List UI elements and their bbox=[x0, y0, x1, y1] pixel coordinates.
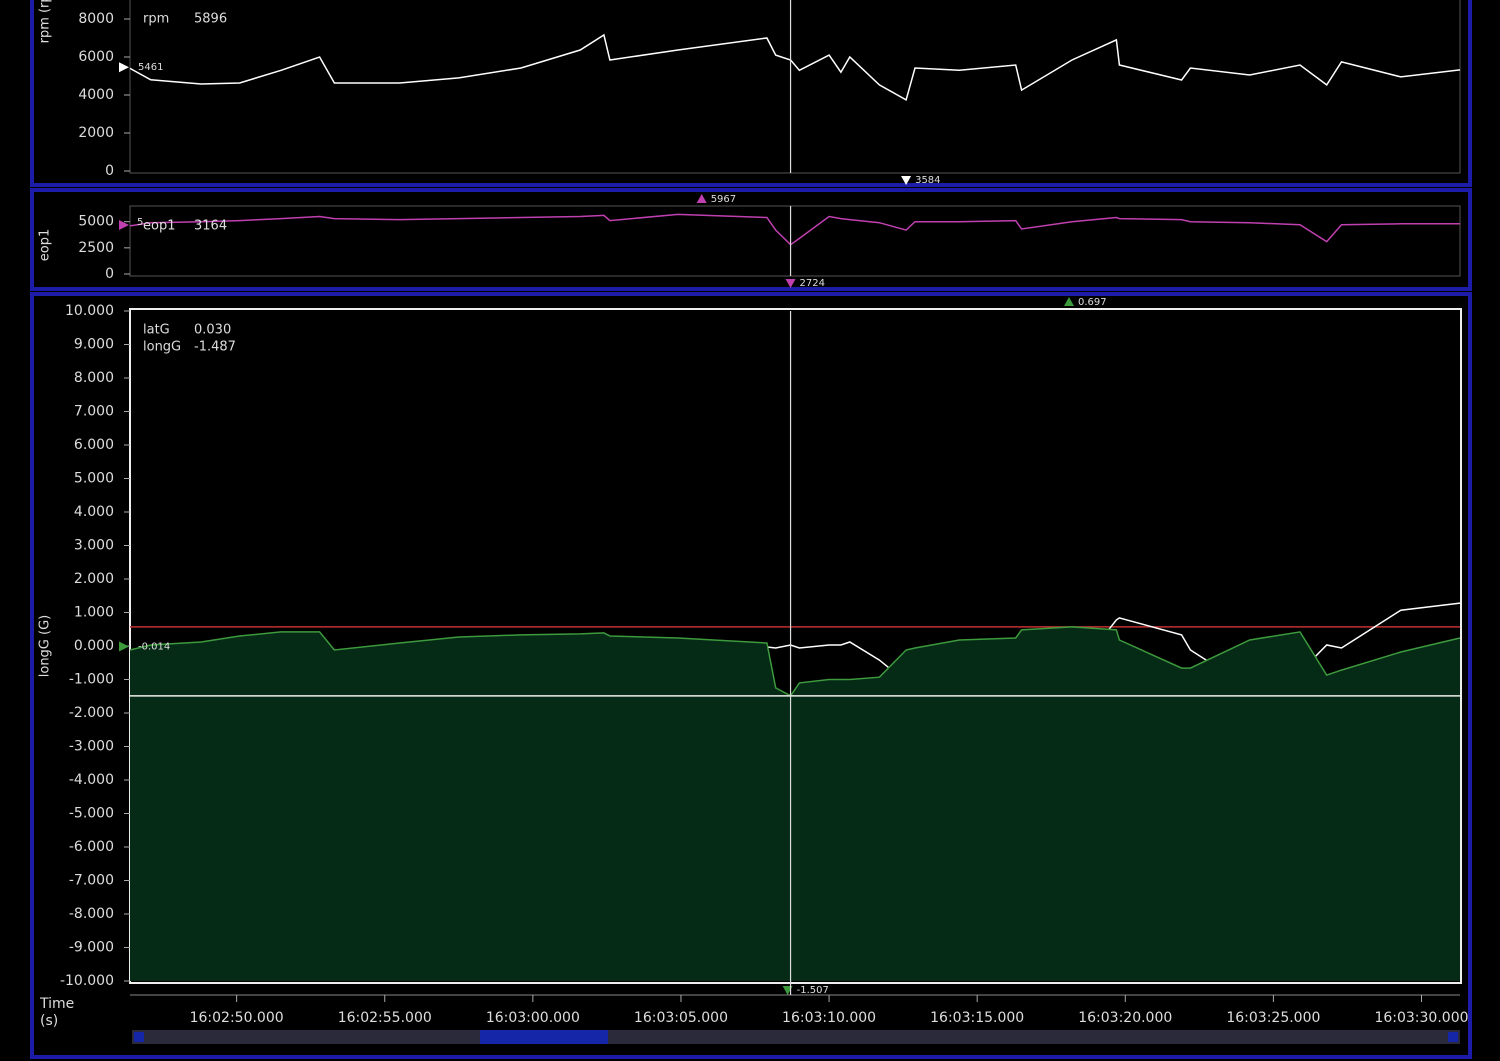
y-tick-label: 0.000 bbox=[74, 638, 114, 654]
scroll-left[interactable] bbox=[134, 1032, 144, 1042]
x-tick-label: 16:03:25.000 bbox=[1226, 1010, 1320, 1026]
left-marker bbox=[119, 62, 129, 73]
readout-value: 5896 bbox=[194, 12, 227, 27]
scrollbar-thumb[interactable] bbox=[480, 1030, 608, 1044]
y-tick-label: -9.000 bbox=[69, 940, 114, 956]
left-marker-label: -0.014 bbox=[138, 641, 170, 652]
y-tick-label: 6000 bbox=[78, 49, 114, 65]
readout-value: -1.487 bbox=[194, 340, 236, 355]
max-marker bbox=[1063, 297, 1074, 306]
y-tick-label: -2.000 bbox=[69, 705, 114, 721]
readout-name: rpm bbox=[143, 12, 169, 27]
readout-value: 3164 bbox=[194, 219, 227, 234]
min-marker-label: 2724 bbox=[800, 278, 825, 289]
max-marker bbox=[696, 194, 707, 203]
y-tick-label: 3.000 bbox=[74, 538, 114, 554]
y-tick-label: 4000 bbox=[78, 87, 114, 103]
y-axis-label: rpm (rpm) bbox=[38, 0, 53, 43]
x-tick-label: 16:03:15.000 bbox=[930, 1010, 1024, 1026]
y-tick-label: 7.000 bbox=[74, 404, 114, 420]
y-tick-label: -8.000 bbox=[69, 906, 114, 922]
y-axis-label: longG (G) bbox=[38, 615, 53, 677]
y-tick-label: -6.000 bbox=[69, 839, 114, 855]
min-marker-label: -1.507 bbox=[797, 985, 829, 996]
y-tick-label: -3.000 bbox=[69, 739, 114, 755]
y-tick-label: 2000 bbox=[78, 125, 114, 141]
y-tick-label: 10.000 bbox=[65, 303, 114, 319]
x-tick-label: 16:02:50.000 bbox=[190, 1010, 284, 1026]
series-area bbox=[130, 626, 1460, 981]
left-marker-label: 5 bbox=[137, 217, 143, 228]
series-line bbox=[129, 626, 1461, 697]
max-marker-label: 5967 bbox=[711, 194, 736, 205]
y-tick-label: 0 bbox=[105, 266, 114, 282]
left-marker bbox=[119, 220, 129, 230]
readout-value: 0.030 bbox=[194, 323, 231, 338]
scrollbar-track[interactable] bbox=[132, 1030, 1460, 1044]
min-marker bbox=[901, 176, 912, 185]
x-tick-label: 16:03:00.000 bbox=[486, 1010, 580, 1026]
x-tick-label: 16:03:30.000 bbox=[1374, 1010, 1468, 1026]
max-marker-label: 0.697 bbox=[1078, 297, 1107, 308]
scroll-right[interactable] bbox=[1448, 1032, 1458, 1042]
y-tick-label: 5.000 bbox=[74, 471, 114, 487]
plot-frame bbox=[129, 0, 1461, 174]
y-tick-label: 8.000 bbox=[74, 370, 114, 386]
y-axis-label: eop1 bbox=[38, 229, 53, 261]
y-tick-label: -5.000 bbox=[69, 806, 114, 822]
x-tick-label: 16:03:20.000 bbox=[1078, 1010, 1172, 1026]
x-tick-label: 16:03:05.000 bbox=[634, 1010, 728, 1026]
readout-name: latG bbox=[143, 323, 170, 338]
x-axis-label: Time (s) bbox=[40, 996, 75, 1029]
y-tick-label: 6.000 bbox=[74, 437, 114, 453]
readout-name: longG bbox=[143, 340, 181, 355]
y-tick-label: 0 bbox=[105, 163, 114, 179]
y-tick-label: -7.000 bbox=[69, 873, 114, 889]
y-tick-label: 1.000 bbox=[74, 605, 114, 621]
y-tick-label: 5000 bbox=[78, 214, 114, 230]
readout-name: eop1 bbox=[143, 219, 175, 234]
y-tick-label: 2.000 bbox=[74, 571, 114, 587]
x-tick-label: 16:03:10.000 bbox=[782, 1010, 876, 1026]
series-line bbox=[129, 33, 1461, 102]
panel-frame bbox=[30, 292, 1472, 1059]
y-tick-label: -4.000 bbox=[69, 772, 114, 788]
y-tick-label: 4.000 bbox=[74, 504, 114, 520]
left-marker-label: 5461 bbox=[138, 62, 163, 73]
min-marker-label: 3584 bbox=[915, 175, 940, 186]
y-tick-label: 8000 bbox=[78, 11, 114, 27]
y-tick-label: -1.000 bbox=[69, 672, 114, 688]
y-tick-label: -10.000 bbox=[60, 973, 114, 989]
y-tick-label: 2500 bbox=[78, 240, 114, 256]
x-tick-label: 16:02:55.000 bbox=[338, 1010, 432, 1026]
min-marker bbox=[785, 279, 796, 288]
panel-frame bbox=[30, 188, 1472, 291]
plot-frame bbox=[129, 205, 1461, 277]
panel-frame bbox=[30, 0, 1472, 187]
series-line bbox=[129, 213, 1460, 246]
left-marker bbox=[119, 641, 129, 652]
y-tick-label: 9.000 bbox=[74, 337, 114, 353]
